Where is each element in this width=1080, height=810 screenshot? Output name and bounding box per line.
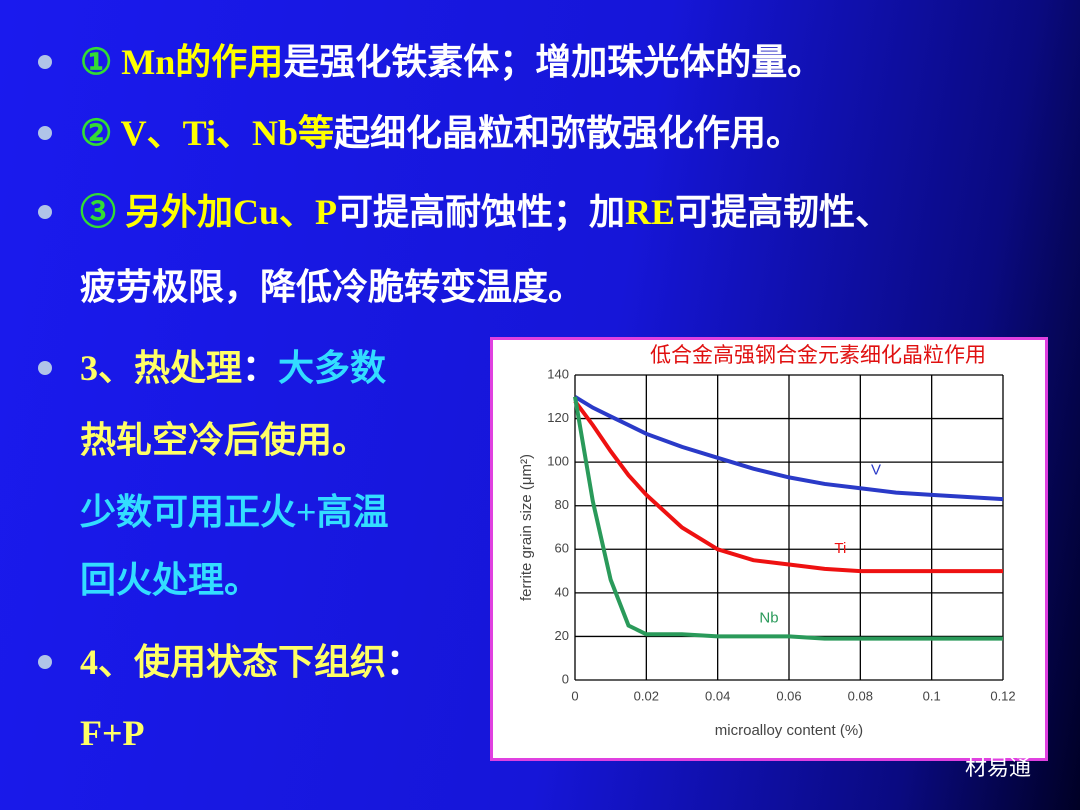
bullet-dot [38, 655, 52, 669]
bullet-dot [38, 55, 52, 69]
text-run: 回火处理。 [80, 560, 261, 600]
y-axis-label: ferrite grain size (μm²) [518, 454, 535, 601]
text-run: ① [80, 42, 113, 82]
text-run: 大多数 [278, 348, 387, 388]
text-run: 是强化铁素体；增加珠光体的量。 [283, 42, 824, 82]
text-run: RE [625, 192, 676, 232]
text-run: 可提高韧性、 [675, 192, 892, 232]
text-line: ③ 另外加Cu、P可提高耐蚀性；加RE可提高韧性、 [80, 192, 891, 232]
text-line: ② V、Ti、Nb等起细化晶粒和弥散强化作用。 [80, 113, 802, 153]
text-run: ③ [80, 192, 117, 232]
series-label: Ti [834, 540, 846, 557]
text-line: 少数可用正火+高温 [80, 492, 389, 532]
text-run: V、Ti、Nb等 [112, 113, 335, 153]
x-tick-label: 0.1 [923, 688, 941, 703]
text-run: 另外加Cu、P [116, 192, 338, 232]
text-run: ： [386, 642, 423, 682]
text-run: 3、热处理 [80, 348, 243, 388]
text-run: ： [242, 348, 279, 388]
x-tick-label: 0.06 [776, 688, 801, 703]
series-line [573, 395, 1004, 502]
chart-title: 低合金高强钢合金元素细化晶粒作用 [650, 343, 986, 367]
text-line: 回火处理。 [80, 560, 260, 600]
text-line: F+P [80, 713, 145, 753]
y-tick-label: 80 [555, 497, 569, 512]
series-line [573, 396, 1003, 641]
bullet-dot [38, 126, 52, 140]
series-label: Nb [759, 609, 778, 626]
x-tick-label: 0.12 [990, 688, 1015, 703]
text-run: 起细化晶粒和弥散强化作用。 [334, 113, 803, 153]
text-run: 热轧空冷后使用。 [80, 420, 369, 460]
y-tick-label: 20 [555, 628, 569, 643]
x-tick-label: 0.08 [848, 688, 873, 703]
bullet-dot [38, 205, 52, 219]
series-label: V [871, 462, 881, 479]
x-tick-label: 0.02 [634, 688, 659, 703]
x-tick-label: 0.04 [705, 688, 730, 703]
watermark: 材易通 [965, 756, 1032, 781]
y-tick-label: 60 [555, 541, 569, 556]
y-tick-label: 100 [547, 454, 569, 469]
y-tick-label: 0 [562, 671, 569, 686]
text-line: ① Mn的作用是强化铁素体；增加珠光体的量。 [80, 42, 823, 82]
text-run: 可提高耐蚀性；加 [337, 192, 626, 232]
text-line: 热轧空冷后使用。 [80, 420, 368, 460]
text-run: 4、使用状态下组织 [80, 642, 387, 682]
text-run: 少数可用正火+高温 [80, 492, 389, 532]
text-run: F+P [80, 713, 145, 753]
text-line: 4、使用状态下组织： [80, 642, 422, 682]
text-run: Mn的作用 [112, 42, 284, 82]
text-line: 疲劳极限，降低冷脆转变温度。 [80, 267, 584, 307]
text-line: 3、热处理：大多数 [80, 348, 386, 388]
text-run: 疲劳极限，降低冷脆转变温度。 [80, 267, 585, 307]
text-run: ② [80, 113, 113, 153]
x-axis-label: microalloy content (%) [715, 722, 863, 739]
series-line [573, 399, 1003, 574]
y-tick-label: 120 [547, 410, 569, 425]
bullet-dot [38, 361, 52, 375]
y-tick-label: 140 [547, 366, 569, 381]
x-tick-label: 0 [571, 688, 578, 703]
y-tick-label: 40 [555, 584, 569, 599]
